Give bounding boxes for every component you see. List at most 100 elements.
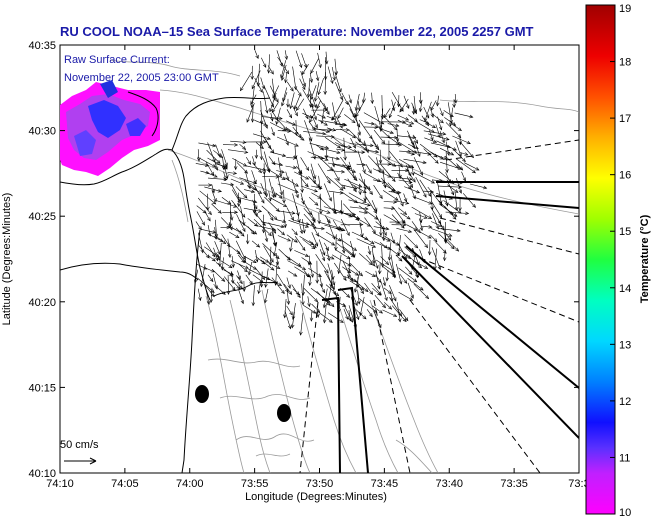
current-vector: [204, 211, 211, 222]
surface-current-vectors: [193, 50, 488, 336]
current-vector: [294, 250, 309, 257]
current-vector: [301, 198, 312, 215]
current-vector-head: [356, 215, 361, 220]
current-vector-head: [206, 300, 211, 305]
current-vector: [407, 282, 414, 299]
current-vector: [288, 220, 309, 228]
current-vector-head: [231, 286, 236, 291]
current-vector: [236, 275, 243, 284]
current-vector-head: [216, 256, 221, 261]
current-vector: [397, 119, 412, 127]
current-vector: [364, 140, 369, 153]
current-vector: [413, 196, 433, 205]
current-vector-head: [447, 236, 452, 241]
current-vector-head: [336, 150, 341, 154]
current-vector: [445, 141, 450, 156]
current-vector-head: [442, 132, 447, 136]
current-vector: [311, 185, 322, 189]
current-vector-head: [308, 211, 312, 216]
current-vector-head: [415, 274, 419, 279]
current-vector-head: [403, 211, 408, 215]
current-vector: [411, 165, 414, 176]
current-vector-head: [278, 173, 283, 178]
current-vector-head: [384, 296, 388, 302]
current-vector: [207, 233, 224, 242]
current-vector-head: [265, 109, 269, 114]
current-vector-head: [361, 150, 366, 154]
current-vector-head: [269, 108, 273, 113]
current-vector-head: [382, 304, 386, 309]
current-vector-head: [261, 199, 265, 204]
current-vector-head: [316, 183, 320, 188]
current-vector-head: [456, 228, 461, 233]
current-vector-head: [427, 251, 432, 256]
y-tick-label: 40:20: [28, 297, 56, 309]
current-vector: [331, 254, 352, 267]
current-vector-head: [364, 206, 369, 211]
current-vector: [231, 184, 241, 202]
current-vector-head: [215, 257, 219, 262]
current-vector: [411, 102, 417, 114]
current-vector-head: [259, 283, 264, 288]
current-vector: [244, 189, 255, 193]
current-vector: [351, 214, 371, 227]
current-vector: [258, 280, 261, 294]
current-vector-head: [354, 113, 358, 118]
current-vector-head: [359, 222, 364, 227]
current-vector-head: [354, 288, 358, 293]
current-vector-head: [250, 189, 256, 194]
current-vector: [278, 248, 291, 261]
current-vector-head: [387, 256, 392, 261]
current-vector: [415, 176, 427, 198]
current-vector-head: [314, 242, 319, 247]
current-vector: [309, 73, 313, 83]
current-vector: [283, 283, 292, 295]
current-vector: [287, 270, 297, 277]
current-vector: [333, 163, 351, 169]
current-vector: [358, 119, 373, 139]
current-vector-head: [387, 290, 392, 294]
current-vector-head: [256, 243, 261, 248]
current-vector-head: [312, 175, 317, 180]
current-vector: [412, 247, 420, 266]
current-vector-head: [404, 317, 409, 322]
current-vector-head: [371, 262, 376, 267]
current-vector-head: [378, 159, 383, 164]
current-vector-head: [386, 238, 391, 242]
current-vector-head: [432, 139, 438, 143]
current-vector: [311, 303, 320, 313]
current-vector: [435, 124, 441, 138]
current-vector-head: [267, 145, 272, 150]
current-vector: [326, 217, 336, 240]
scale-label: 50 cm/s: [60, 439, 99, 451]
current-vector: [419, 143, 438, 158]
current-vector-head: [383, 244, 388, 249]
current-vector: [342, 192, 358, 204]
current-vector-head: [212, 143, 217, 148]
current-vector-head: [332, 210, 337, 215]
current-vector-head: [250, 104, 254, 109]
current-vector: [269, 122, 286, 131]
current-vector-head: [393, 313, 398, 317]
current-vector: [205, 172, 218, 178]
current-vector-head: [391, 178, 396, 183]
current-vector-head: [350, 252, 355, 256]
current-vector: [334, 142, 357, 153]
current-vector-head: [326, 110, 330, 115]
current-vector: [432, 213, 439, 230]
current-vector-head: [247, 271, 252, 276]
current-vector-head: [353, 188, 357, 193]
current-vector: [270, 246, 272, 266]
current-vector-head: [250, 75, 254, 80]
current-vector: [317, 52, 321, 68]
current-vector: [419, 231, 432, 239]
current-vector-head: [245, 240, 250, 245]
current-vector-head: [320, 226, 326, 231]
current-vector: [348, 192, 367, 203]
current-vector: [229, 245, 241, 255]
current-vector-head: [442, 257, 447, 262]
current-vector-head: [387, 162, 392, 166]
current-vector: [292, 66, 297, 90]
current-vector-head: [378, 309, 383, 314]
current-vector-head: [293, 238, 298, 243]
